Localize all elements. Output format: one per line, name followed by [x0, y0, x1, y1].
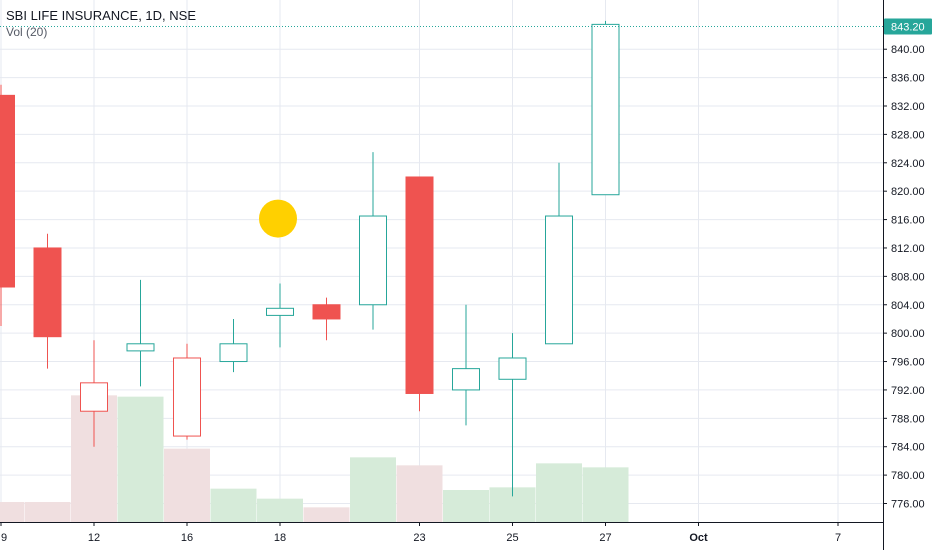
x-tick-label: 23 [413, 532, 425, 544]
candle-body [359, 215, 387, 306]
last-price-label: 843.20 [891, 22, 925, 34]
candle-body [80, 382, 108, 412]
y-tick-label: 800.00 [891, 328, 925, 340]
candle-body [126, 343, 155, 352]
candle [591, 20, 620, 196]
candle-body [219, 343, 248, 363]
candle [219, 318, 248, 373]
candle [498, 333, 527, 497]
y-tick-label: 808.00 [891, 271, 925, 283]
candle [0, 84, 15, 327]
x-tick-label: 9 [1, 532, 7, 544]
candle-body [498, 357, 527, 380]
y-tick-label: 788.00 [891, 413, 925, 425]
x-tick-label: Oct [689, 532, 708, 544]
y-tick-label: 824.00 [891, 158, 925, 170]
candle-body [266, 307, 294, 316]
volume-bar [303, 507, 350, 522]
y-tick-label: 804.00 [891, 300, 925, 312]
volume-bar [117, 396, 164, 522]
volume-bar [536, 463, 582, 522]
candle [405, 176, 434, 412]
x-tick-label: 18 [274, 532, 286, 544]
volume-indicator-label: Vol (20) [6, 25, 48, 39]
candle-body [591, 23, 620, 196]
candle-body [0, 94, 15, 288]
candle [545, 162, 573, 345]
y-tick-label: 832.00 [891, 101, 925, 113]
y-tick-label: 784.00 [891, 442, 925, 454]
candle-body [545, 215, 573, 345]
volume-bar [0, 502, 24, 522]
candles [0, 20, 620, 497]
y-tick-label: 780.00 [891, 470, 925, 482]
candle [173, 343, 201, 440]
x-tick-label: 27 [599, 532, 611, 544]
y-tick-label: 812.00 [891, 243, 925, 255]
y-tick-label: 816.00 [891, 215, 925, 227]
candle [312, 297, 341, 341]
y-tick-label: 840.00 [891, 44, 925, 56]
y-tick-label: 776.00 [891, 499, 925, 511]
volume-bar [210, 488, 257, 522]
volume-bar [24, 502, 71, 522]
candle [126, 279, 155, 387]
x-tick-label: 16 [181, 532, 193, 544]
candle-body [405, 176, 434, 394]
chart-legend: SBI LIFE INSURANCE, 1D, NSE Vol (20) [6, 8, 196, 40]
y-tick-label: 836.00 [891, 73, 925, 85]
x-tick-label: 7 [835, 532, 841, 544]
y-tick-label: 792.00 [891, 385, 925, 397]
candle-body [312, 304, 341, 320]
volume-bar [443, 490, 489, 522]
y-tick-label: 796.00 [891, 357, 925, 369]
volume-bar [350, 457, 396, 522]
candle [266, 283, 294, 348]
y-tick-label: 820.00 [891, 186, 925, 198]
candle [359, 152, 387, 330]
marker-layer [259, 199, 297, 238]
candle-body [452, 368, 480, 391]
y-tick-label: 828.00 [891, 129, 925, 141]
candle-body [33, 247, 62, 338]
x-tick-label: 25 [506, 532, 518, 544]
instrument-title: SBI LIFE INSURANCE, 1D, NSE [6, 8, 196, 23]
candle-body [173, 357, 201, 437]
x-tick-label: 12 [88, 532, 100, 544]
last-price-tag [884, 18, 932, 35]
volume-bar [582, 467, 629, 522]
candle [80, 340, 108, 447]
volume-bar [164, 448, 210, 522]
candle [33, 233, 62, 369]
candle [452, 304, 480, 426]
marker-dot [259, 199, 297, 238]
volume-bar [257, 498, 303, 522]
volume-bar [396, 465, 443, 522]
